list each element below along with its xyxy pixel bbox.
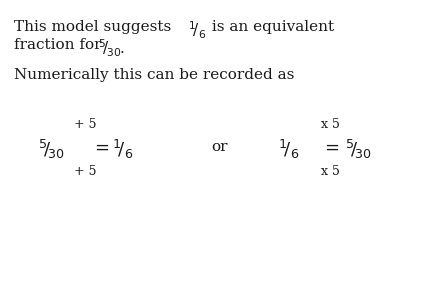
- Text: + 5: + 5: [74, 118, 96, 131]
- Text: fraction for: fraction for: [14, 38, 107, 52]
- Text: x 5: x 5: [320, 118, 339, 131]
- Text: $^1\!/_6$: $^1\!/_6$: [112, 138, 133, 161]
- Text: $^5\!/_{\!30}$: $^5\!/_{\!30}$: [38, 138, 65, 161]
- Text: Numerically this can be recorded as: Numerically this can be recorded as: [14, 68, 294, 82]
- Text: $^1\!/_6$: $^1\!/_6$: [278, 138, 299, 161]
- Text: $=$: $=$: [321, 138, 339, 156]
- Text: $^1\!/_6$: $^1\!/_6$: [188, 20, 207, 41]
- Text: + 5: + 5: [74, 165, 96, 178]
- Text: This model suggests: This model suggests: [14, 20, 176, 34]
- Text: $^5\!/_{\!30}$: $^5\!/_{\!30}$: [345, 138, 372, 161]
- Text: x 5: x 5: [320, 165, 339, 178]
- Text: or: or: [212, 140, 228, 154]
- Text: $^5\!/_{\!30}$: $^5\!/_{\!30}$: [98, 38, 121, 59]
- Text: .: .: [120, 42, 125, 56]
- Text: is an equivalent: is an equivalent: [207, 20, 334, 34]
- Text: $=$: $=$: [90, 138, 109, 156]
